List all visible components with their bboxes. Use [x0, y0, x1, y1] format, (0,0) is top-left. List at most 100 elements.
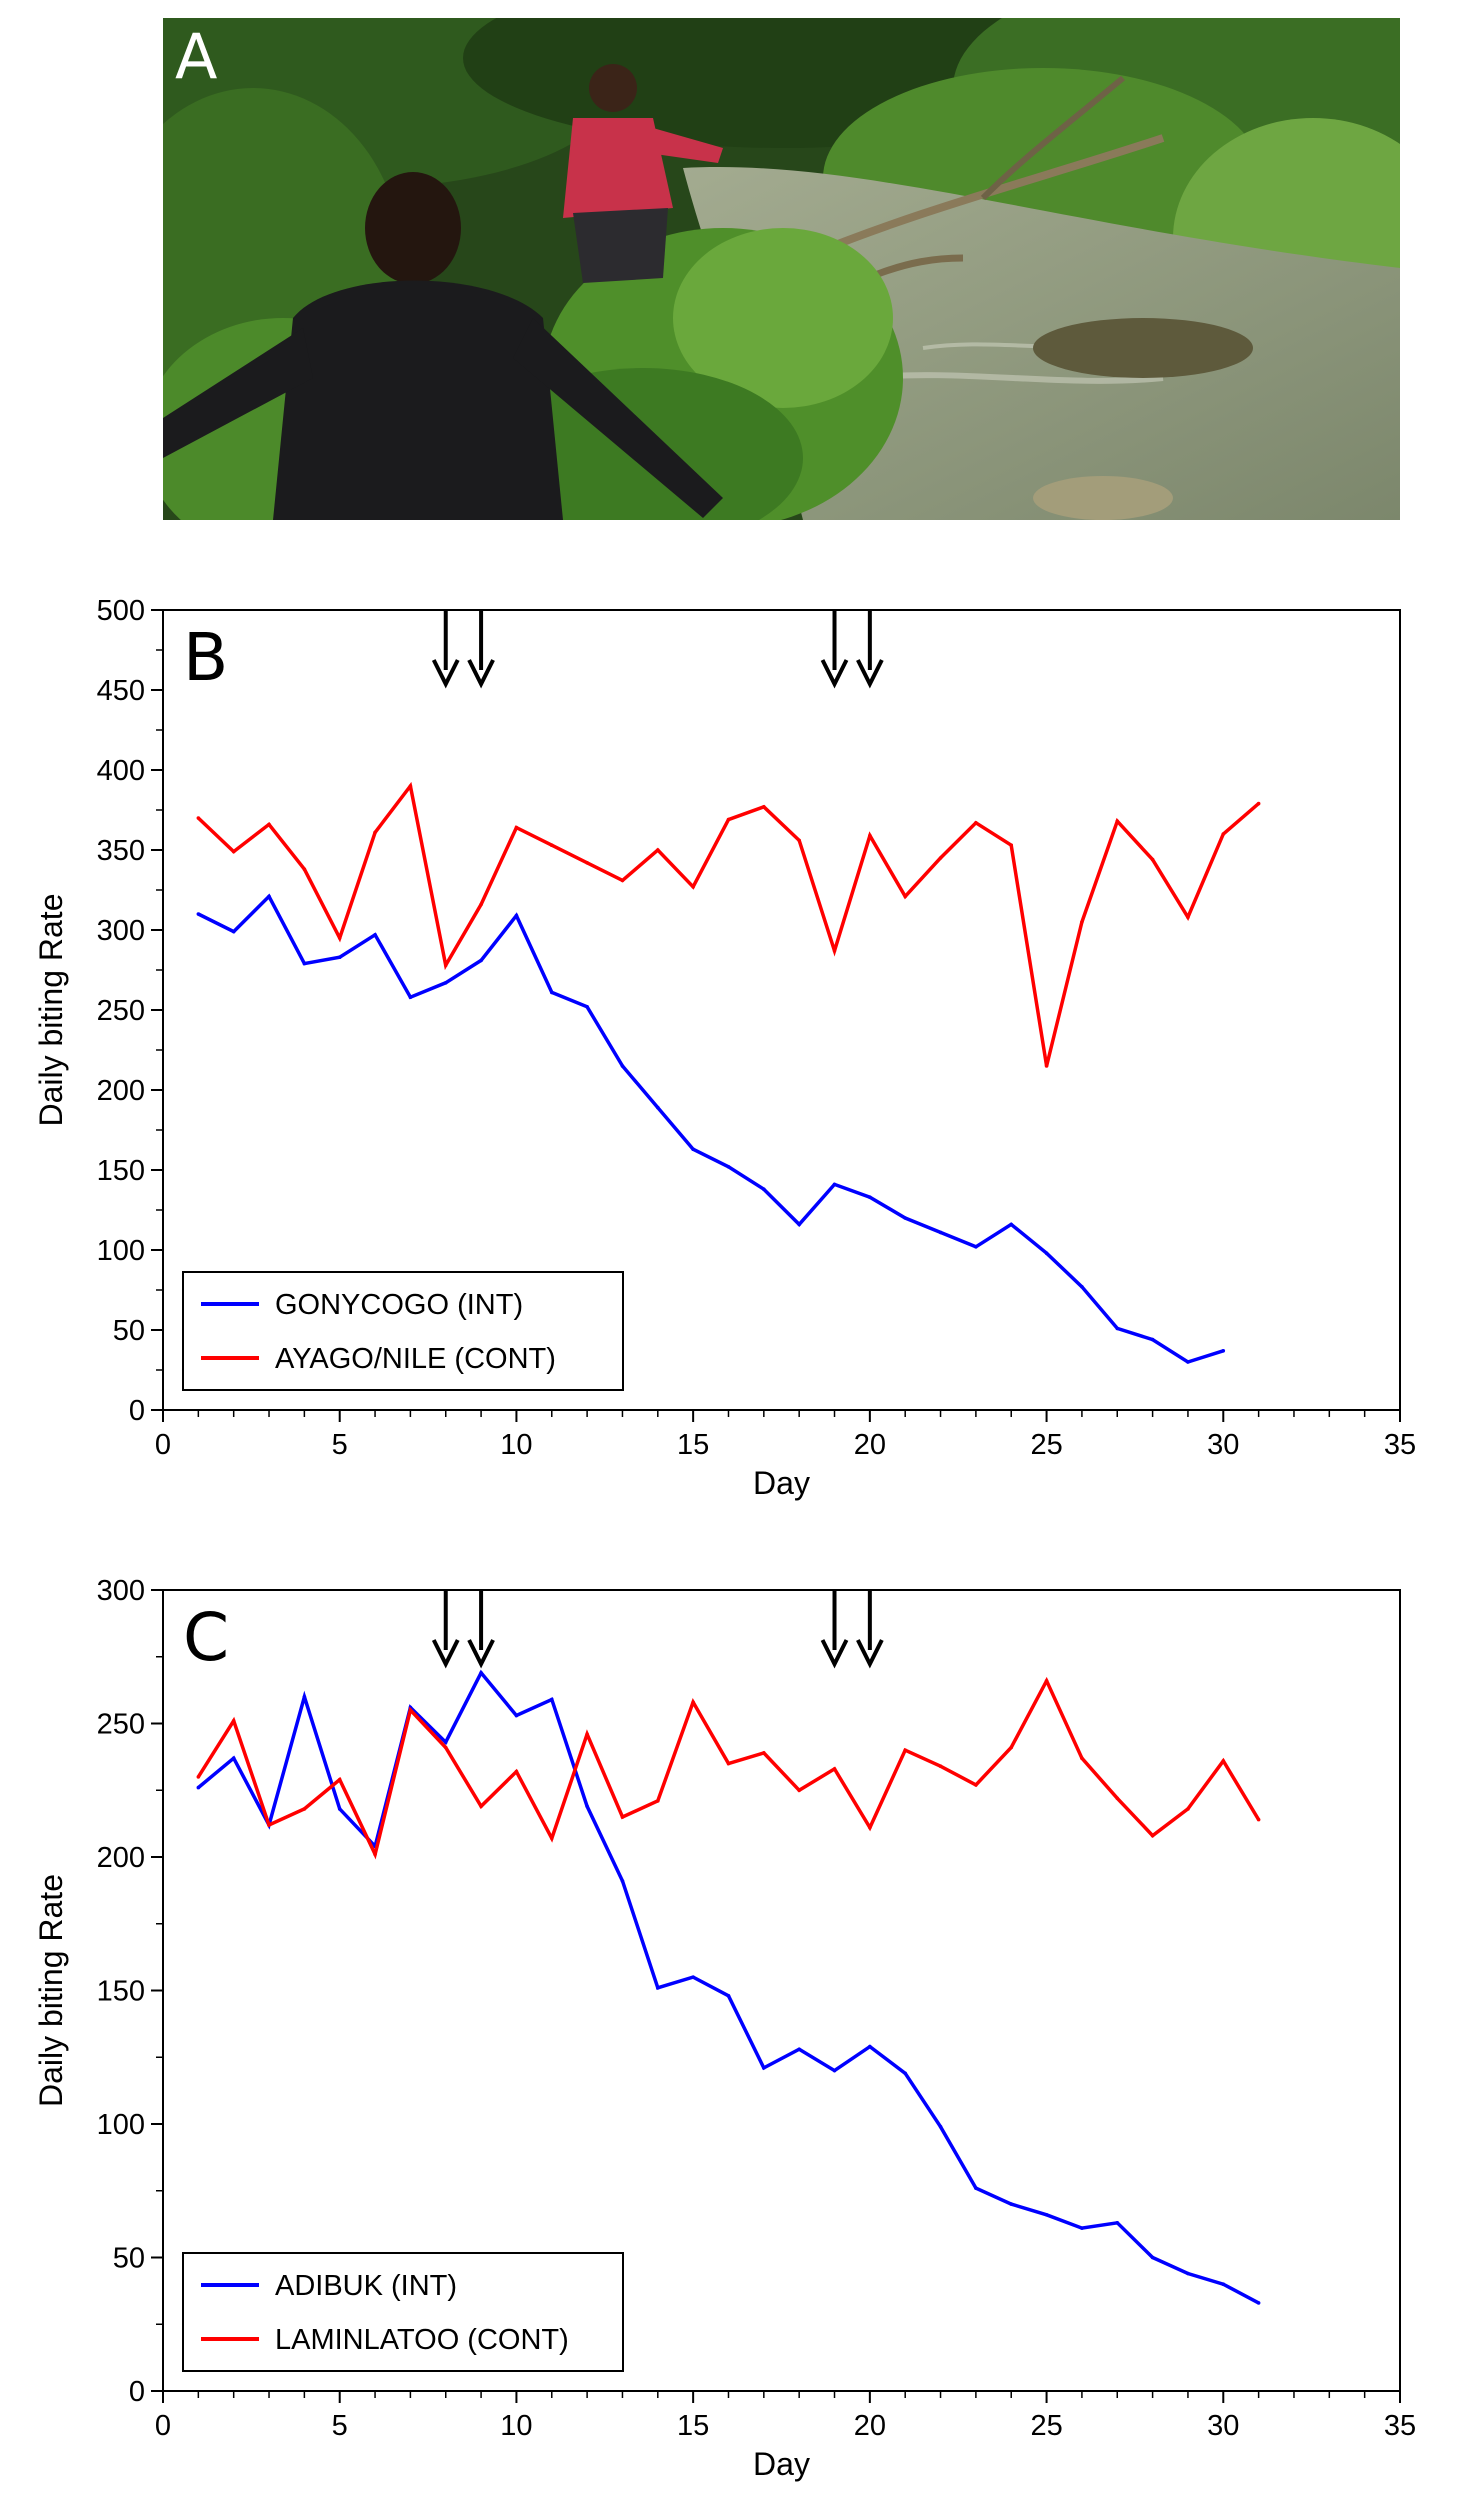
data-point-b-0: [620, 1064, 625, 1068]
data-point-c-0: [1080, 2226, 1084, 2230]
treatment-arrow-c: [431, 1590, 460, 1669]
x-tick-label-c: 20: [854, 2410, 886, 2442]
arrow-head: [431, 659, 460, 689]
treatment-arrow-b: [820, 610, 849, 689]
data-point-c-1: [373, 1852, 377, 1857]
y-tick-label-c: 50: [113, 2243, 145, 2275]
data-point-b-1: [1150, 857, 1155, 862]
y-tick-label-c: 250: [97, 1709, 145, 1741]
data-point-b-0: [691, 1147, 695, 1151]
data-point-b-1: [1080, 920, 1084, 924]
data-point-c-0: [443, 1740, 448, 1744]
x-tick-label-c: 15: [677, 2410, 709, 2442]
data-point-c-1: [726, 1761, 731, 1766]
data-point-c-1: [337, 1777, 342, 1782]
y-tick-label-c: 150: [97, 1976, 145, 2008]
data-point-b-0: [479, 958, 483, 963]
data-point-c-1: [302, 1807, 307, 1811]
data-point-c-0: [938, 2124, 943, 2129]
y-tick-label-b: 250: [97, 995, 145, 1027]
data-point-c-1: [196, 1775, 201, 1779]
arrow-head: [856, 1639, 884, 1669]
data-point-c-0: [479, 1670, 483, 1675]
data-point-c-1: [514, 1769, 519, 1774]
panel-letter-c: C: [183, 1599, 229, 1676]
data-point-c-0: [1150, 2255, 1155, 2260]
data-point-b-1: [196, 816, 201, 820]
x-tick-label-c: 0: [155, 2410, 171, 2442]
data-point-c-0: [1009, 2202, 1014, 2206]
data-point-c-1: [1080, 1756, 1084, 1761]
data-point-c-0: [974, 2186, 978, 2190]
data-point-c-0: [514, 1713, 519, 1718]
data-point-b-0: [337, 955, 342, 959]
y-tick-label-b: 400: [97, 755, 145, 787]
data-point-b-0: [373, 933, 377, 937]
legend-label-b-1: AYAGO/NILE (CONT): [275, 1343, 556, 1375]
data-point-b-0: [974, 1245, 978, 1249]
y-tick-label-b: 0: [129, 1395, 145, 1427]
data-point-b-1: [549, 843, 554, 847]
data-point-c-0: [1186, 2271, 1190, 2276]
data-point-c-0: [903, 2071, 907, 2076]
data-point-c-1: [443, 1745, 448, 1750]
x-tick-label-b: 25: [1030, 1429, 1062, 1461]
data-point-b-1: [585, 861, 589, 865]
data-point-b-0: [1221, 1349, 1226, 1353]
series-line-b-0: [197, 893, 1224, 1364]
person-black-shirt: [163, 172, 723, 520]
data-point-b-0: [1186, 1360, 1190, 1364]
data-point-c-1: [868, 1825, 872, 1830]
data-point-c-1: [797, 1788, 801, 1793]
data-point-b-0: [762, 1187, 766, 1191]
arrow-head: [467, 659, 495, 689]
data-point-b-1: [373, 830, 377, 835]
y-tick-label-b: 200: [97, 1075, 145, 1107]
y-tick-label-c: 100: [97, 2109, 145, 2141]
data-point-c-0: [832, 2068, 837, 2073]
data-point-b-0: [903, 1216, 907, 1220]
y-tick-label-b: 300: [97, 915, 145, 947]
y-tick-label-b: 350: [97, 835, 145, 867]
data-point-b-1: [974, 821, 978, 825]
data-point-c-1: [1256, 1817, 1261, 1822]
data-point-b-0: [1150, 1337, 1155, 1342]
data-point-b-1: [691, 885, 695, 889]
y-tick-label-b: 100: [97, 1235, 145, 1267]
data-point-b-1: [1115, 819, 1120, 823]
x-tick-label-b: 30: [1207, 1429, 1239, 1461]
x-axis-label-c: Day: [753, 2446, 810, 2482]
legend-label-c-1: LAMINLATOO (CONT): [275, 2324, 569, 2356]
data-point-b-1: [1009, 843, 1014, 847]
data-point-b-1: [1044, 1064, 1049, 1068]
x-tick-label-c: 5: [332, 2410, 348, 2442]
data-point-c-0: [1256, 2301, 1261, 2305]
data-point-c-1: [620, 1815, 625, 1819]
data-point-b-1: [726, 817, 731, 822]
x-tick-label-b: 35: [1384, 1429, 1416, 1461]
data-point-b-0: [267, 894, 271, 899]
data-point-c-1: [479, 1804, 483, 1809]
data-point-c-1: [832, 1767, 837, 1771]
data-point-b-0: [868, 1195, 872, 1199]
x-tick-label-c: 25: [1030, 2410, 1062, 2442]
data-point-b-0: [1044, 1251, 1049, 1255]
data-point-b-0: [302, 961, 307, 966]
data-point-c-1: [691, 1700, 695, 1704]
data-point-b-1: [903, 894, 907, 899]
data-point-c-0: [1221, 2282, 1226, 2286]
data-point-b-1: [479, 902, 483, 907]
data-point-c-0: [231, 1756, 236, 1761]
y-tick-label-b: 50: [113, 1315, 145, 1347]
data-point-b-1: [337, 936, 342, 940]
data-point-b-0: [1115, 1326, 1120, 1331]
legend-label-b-0: GONYCOGO (INT): [275, 1289, 523, 1321]
data-point-b-1: [1186, 915, 1190, 919]
chart-panel-c: 0 50 100 150 200 250 300 0 5 10 15 20 25 30 35 Day Daily…: [33, 1575, 1416, 2482]
data-point-c-1: [656, 1799, 660, 1803]
data-point-c-1: [549, 1836, 554, 1841]
data-point-b-0: [832, 1182, 837, 1187]
arrow-head: [467, 1639, 495, 1669]
chart-c-plot: 0 50 100 150 200 250 300 0 5 10 15 20 25 30 35 Day Daily…: [33, 1575, 1416, 2482]
treatment-arrow-b: [431, 610, 460, 689]
